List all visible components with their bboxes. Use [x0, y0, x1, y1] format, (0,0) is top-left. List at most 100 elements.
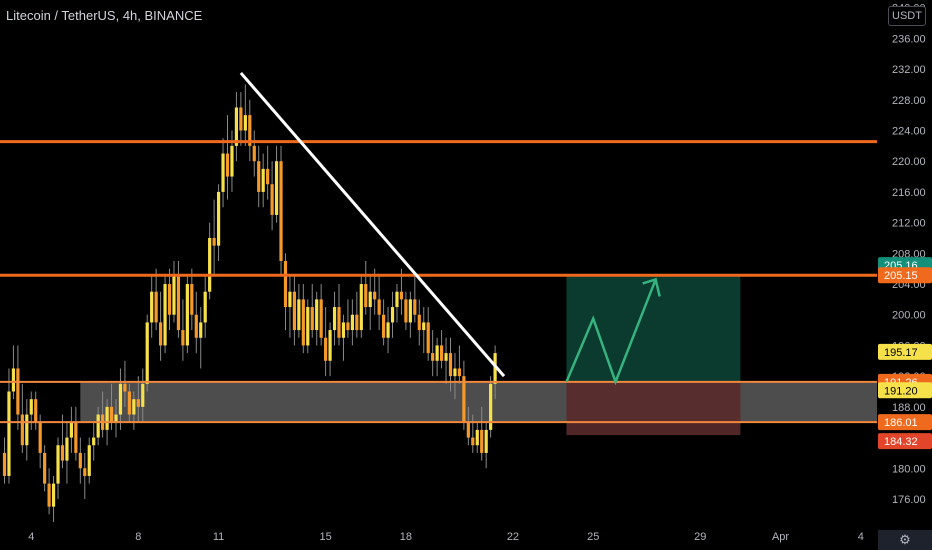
candle-body: [359, 284, 363, 331]
candle-body: [261, 168, 265, 192]
price-axis: 176.00180.00184.00188.00192.00196.00200.…: [892, 3, 926, 506]
candle-body: [199, 322, 203, 338]
y-tick-label: 224.00: [892, 126, 926, 138]
candle-body: [25, 414, 29, 446]
price-label-bg: [878, 414, 932, 431]
candle-body: [190, 284, 194, 315]
y-tick-label: 236.00: [892, 33, 926, 45]
price-label: 184.32: [884, 436, 918, 448]
price-label-bg: [878, 433, 932, 450]
candle-body: [127, 391, 131, 415]
y-tick-label: 188.00: [892, 402, 926, 414]
x-tick-label: 25: [587, 531, 599, 543]
candle-body: [355, 314, 359, 331]
candle-body: [489, 383, 493, 430]
trendline[interactable]: [239, 71, 506, 378]
candle-body: [301, 299, 305, 346]
candle-body: [475, 429, 479, 446]
candle-body: [422, 322, 426, 331]
price-label: 195.17: [884, 347, 918, 359]
symbol-title: Litecoin / TetherUS, 4h, BINANCE: [6, 8, 203, 23]
candle-body: [332, 307, 337, 331]
candle-body: [65, 437, 69, 461]
candle-body: [368, 291, 372, 308]
zones-layer: [80, 275, 877, 436]
candle-body: [105, 406, 109, 430]
candle-body: [395, 291, 399, 308]
candle-body: [234, 107, 239, 146]
y-tick-label: 180.00: [892, 463, 926, 475]
candle-body: [136, 399, 140, 407]
candle-body: [163, 284, 167, 346]
candle-body: [47, 483, 51, 507]
candle-body: [92, 437, 96, 446]
candle-body: [453, 368, 457, 377]
candle-body: [257, 161, 261, 192]
projection-path[interactable]: [565, 278, 657, 386]
support-zone[interactable]: [80, 381, 877, 423]
candle-body: [243, 115, 247, 131]
candle-body: [413, 299, 417, 315]
candle-body: [185, 284, 189, 346]
candle-body: [16, 368, 20, 415]
x-tick-label: 18: [400, 531, 412, 543]
price-labels: 205.16205.15195.17191.26191.20186.01184.…: [878, 257, 932, 450]
candle-body: [364, 284, 368, 308]
candle-body: [51, 483, 56, 507]
candle-body: [87, 445, 91, 476]
candle-body: [435, 345, 439, 361]
time-axis: 4 8 11 15 18 22 25 29 Apr 4: [28, 531, 864, 543]
settings-icon[interactable]: ⚙: [878, 530, 932, 550]
candle-body: [118, 383, 123, 415]
candle-body: [43, 452, 47, 484]
candle-body: [239, 107, 243, 131]
candle-body: [181, 330, 185, 346]
candle-body: [83, 468, 87, 476]
candle-body: [480, 429, 484, 453]
target-zone[interactable]: [566, 275, 741, 382]
candle-body: [493, 353, 497, 384]
candle-body: [132, 399, 136, 415]
candle-body: [7, 391, 11, 476]
x-tick-label: 15: [319, 531, 331, 543]
x-tick-label: 11: [213, 531, 224, 543]
candle-body: [167, 284, 172, 315]
candle-body: [373, 291, 377, 300]
candle-body: [172, 276, 176, 315]
y-tick-label: 216.00: [892, 187, 926, 199]
candle-body: [60, 445, 65, 461]
candle-body: [221, 153, 225, 192]
candle-body: [225, 153, 230, 177]
candle-body: [230, 145, 234, 177]
y-tick-label: 176.00: [892, 494, 926, 506]
candle-body: [386, 322, 390, 338]
candle-body: [484, 429, 488, 453]
candle-body: [382, 314, 386, 338]
candle-body: [212, 237, 216, 246]
projection-arrowhead: [642, 277, 661, 297]
levels-layer: [0, 140, 877, 424]
candle-body: [266, 168, 270, 185]
candle-body: [203, 291, 207, 323]
price-label-bg: [878, 382, 932, 399]
candle-body: [74, 422, 78, 453]
candle-body: [114, 414, 118, 423]
candle-body: [426, 322, 430, 354]
candle-body: [444, 353, 448, 361]
candle-body: [270, 184, 274, 215]
price-label-bg: [878, 267, 932, 284]
candle-body: [252, 145, 256, 162]
candle-body: [216, 191, 221, 246]
candle-body: [288, 291, 292, 308]
stop-zone[interactable]: [566, 381, 741, 436]
candle-body: [457, 368, 462, 377]
price-label: 191.20: [884, 385, 918, 397]
currency-button[interactable]: USDT: [888, 6, 926, 26]
candle-body: [145, 322, 149, 384]
candle-body: [462, 376, 466, 423]
candle-body: [324, 337, 328, 361]
candle-body: [123, 383, 127, 392]
y-tick-label: 228.00: [892, 95, 926, 107]
x-tick-label: Apr: [772, 531, 789, 543]
